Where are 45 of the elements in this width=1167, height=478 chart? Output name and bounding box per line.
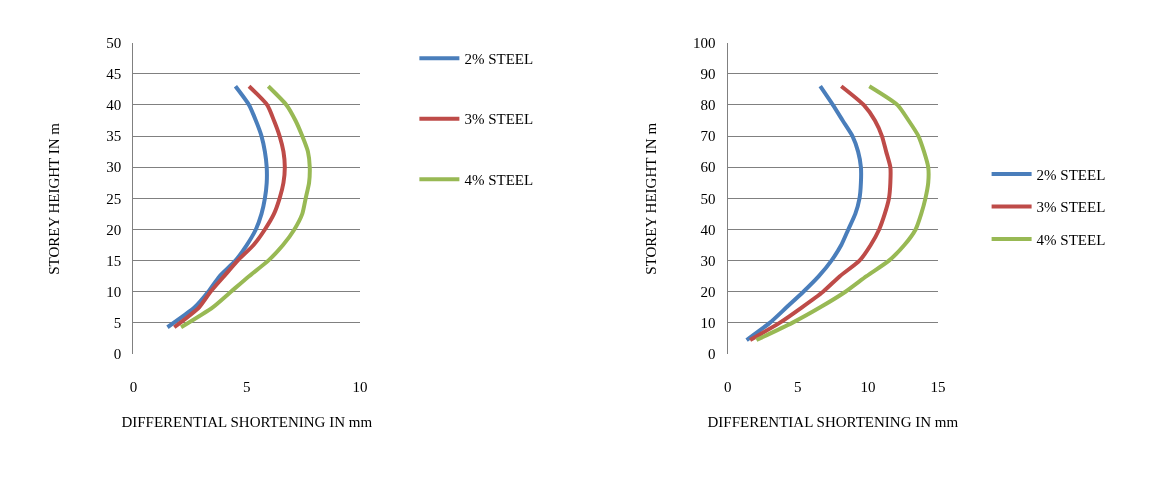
line-series xyxy=(179,84,312,330)
y-tick-label: 35 xyxy=(106,128,122,145)
x-tick-label: 5 xyxy=(794,379,802,396)
y-tick-label: 45 xyxy=(106,66,122,83)
y-tick-label: 40 xyxy=(106,97,122,114)
y-tick-label: 10 xyxy=(700,315,716,332)
y-tick-label: 70 xyxy=(700,128,716,145)
y-tick-label: 10 xyxy=(106,284,122,301)
y-tick-label: 5 xyxy=(113,315,122,332)
x-tick-label: 0 xyxy=(129,379,138,396)
y-tick-label: 0 xyxy=(708,346,716,363)
line-series xyxy=(744,84,864,343)
x-axis-title: DIFFERENTIAL SHORTENING IN mm xyxy=(121,414,373,431)
line-series xyxy=(165,84,269,330)
y-tick-label: 25 xyxy=(106,190,122,207)
x-tick-label: 10 xyxy=(860,379,876,396)
y-tick-label: 30 xyxy=(700,252,716,269)
y-tick-label: 80 xyxy=(700,97,716,114)
y-tick-label: 20 xyxy=(106,221,122,238)
x-axis-title: DIFFERENTIAL SHORTENING IN mm xyxy=(707,414,959,431)
y-axis-title: STOREY HEIGHT IN m xyxy=(643,122,660,275)
y-tick-label: 0 xyxy=(113,346,122,363)
y-tick-label: 40 xyxy=(700,221,716,238)
legend-label: 2% STEEL xyxy=(464,50,534,67)
legend-label: 2% STEEL xyxy=(1036,166,1106,183)
y-tick-label: 30 xyxy=(106,159,122,176)
line-series xyxy=(748,84,893,343)
x-tick-label: 5 xyxy=(243,379,251,396)
y-tick-label: 60 xyxy=(700,159,716,176)
line-series xyxy=(754,84,931,343)
x-tick-label: 15 xyxy=(930,379,946,396)
y-tick-label: 90 xyxy=(700,66,716,83)
y-tick-label: 50 xyxy=(106,34,122,51)
line-series xyxy=(172,84,287,330)
y-axis-title: STOREY HEIGHT IN m xyxy=(46,122,63,275)
legend-label: 3% STEEL xyxy=(1036,199,1106,216)
y-tick-label: 15 xyxy=(106,252,122,269)
y-tick-label: 50 xyxy=(700,190,716,207)
legend-label: 4% STEEL xyxy=(1036,231,1106,248)
x-tick-label: 0 xyxy=(723,379,732,396)
x-tick-label: 10 xyxy=(352,379,368,396)
legend-label: 4% STEEL xyxy=(464,171,534,188)
legend-label: 3% STEEL xyxy=(464,111,534,128)
y-tick-label: 20 xyxy=(700,284,716,301)
y-tick-label: 100 xyxy=(693,34,716,51)
